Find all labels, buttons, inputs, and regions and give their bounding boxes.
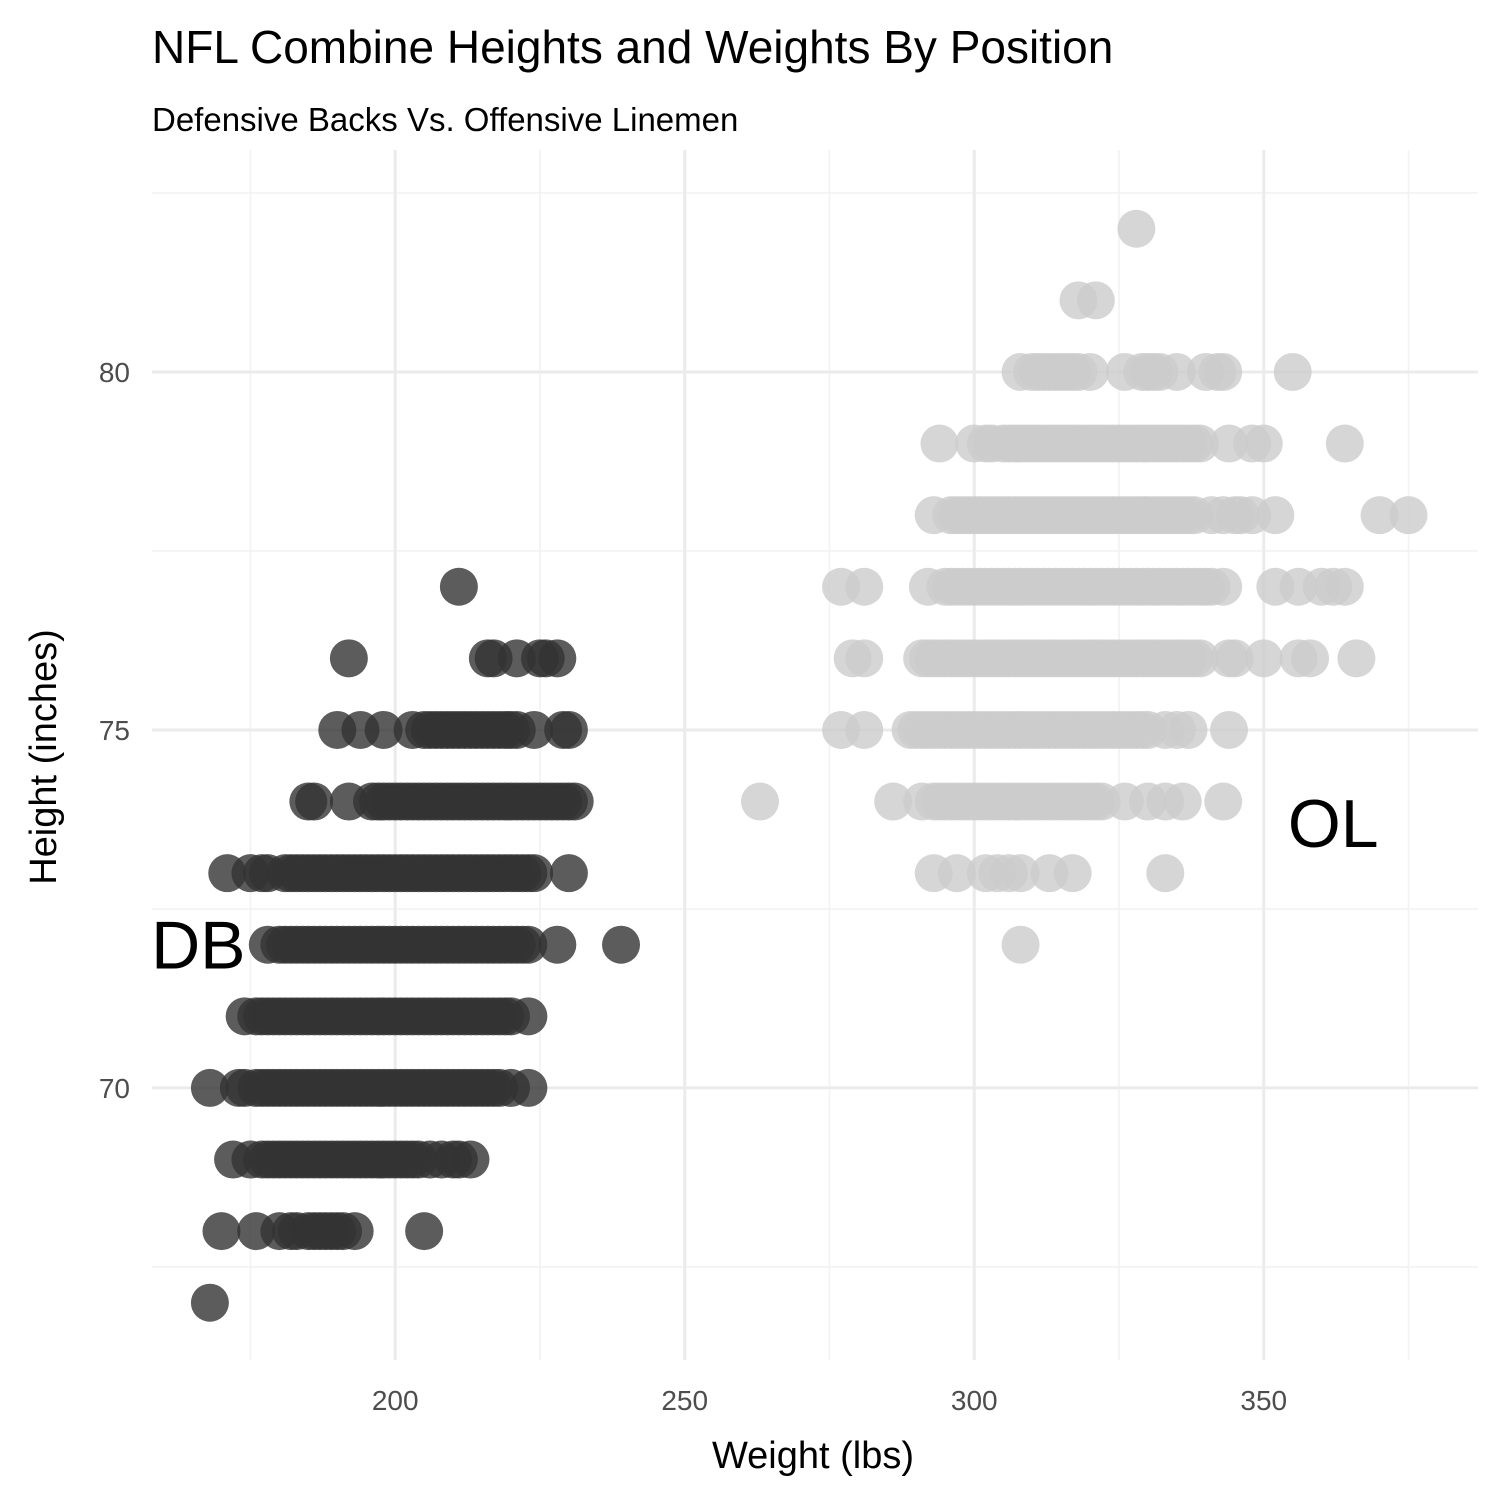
series-ol [740,209,1428,964]
point-ol [1169,710,1208,749]
point-ol [1389,496,1428,535]
chart-subtitle: Defensive Backs Vs. Offensive Linemen [152,101,738,138]
point-ol [1204,352,1243,391]
grid [152,150,1478,1360]
point-db [549,854,588,893]
y-tick-label: 75 [99,715,130,746]
point-db [295,782,334,821]
point-ol [1273,352,1312,391]
x-tick-label: 350 [1240,1385,1287,1416]
point-ol [1360,496,1399,535]
tick-labels: 200 250 300 350 70 75 80 [99,357,1287,1416]
point-ol [920,424,959,463]
point-ol [1163,782,1202,821]
point-db [190,1068,229,1107]
point-ol [1181,424,1220,463]
point-ol [845,567,884,606]
point-ol [1181,639,1220,678]
y-axis-label: Height (inches) [23,629,65,885]
point-db [602,925,641,964]
point-db [538,639,577,678]
point-ol [1291,639,1330,678]
x-tick-label: 200 [372,1385,419,1416]
x-tick-label: 250 [661,1385,708,1416]
data-points [190,209,1428,1322]
point-ol [1071,352,1110,391]
point-ol [1076,281,1115,320]
point-ol [1244,639,1283,678]
point-db [439,567,478,606]
point-db [549,710,588,749]
series-db [190,567,641,1322]
point-ol [1053,854,1092,893]
point-db [202,1212,241,1251]
point-db [515,854,554,893]
point-ol [740,782,779,821]
point-db [555,782,594,821]
point-db [538,925,577,964]
point-db [335,1212,374,1251]
point-db [451,1140,490,1179]
point-ol [1146,854,1185,893]
point-db [405,1212,444,1251]
group-label-db: DB [151,908,245,984]
point-db [329,639,368,678]
point-ol [1001,925,1040,964]
point-ol [1204,782,1243,821]
group-label-ol: OL [1288,786,1379,862]
point-ol [1210,710,1249,749]
point-ol [874,782,913,821]
point-ol [1244,424,1283,463]
point-ol [1325,567,1364,606]
point-ol [1215,639,1254,678]
point-db [509,997,548,1036]
point-ol [1337,639,1376,678]
point-db [364,710,403,749]
x-axis-label: Weight (lbs) [712,1435,914,1477]
point-ol [1325,424,1364,463]
point-ol [937,854,976,893]
point-ol [845,710,884,749]
point-db [509,925,548,964]
point-ol [1256,496,1295,535]
point-db [515,710,554,749]
x-tick-label: 300 [951,1385,998,1416]
point-ol [845,639,884,678]
point-ol [1117,209,1156,248]
group-annotations: DB OL [151,786,1379,984]
chart-title: NFL Combine Heights and Weights By Posit… [152,21,1113,73]
y-tick-label: 80 [99,357,130,388]
y-tick-label: 70 [99,1073,130,1104]
point-db [190,1283,229,1322]
point-ol [1157,352,1196,391]
point-ol [1204,567,1243,606]
point-ol [1001,854,1040,893]
point-db [509,1068,548,1107]
